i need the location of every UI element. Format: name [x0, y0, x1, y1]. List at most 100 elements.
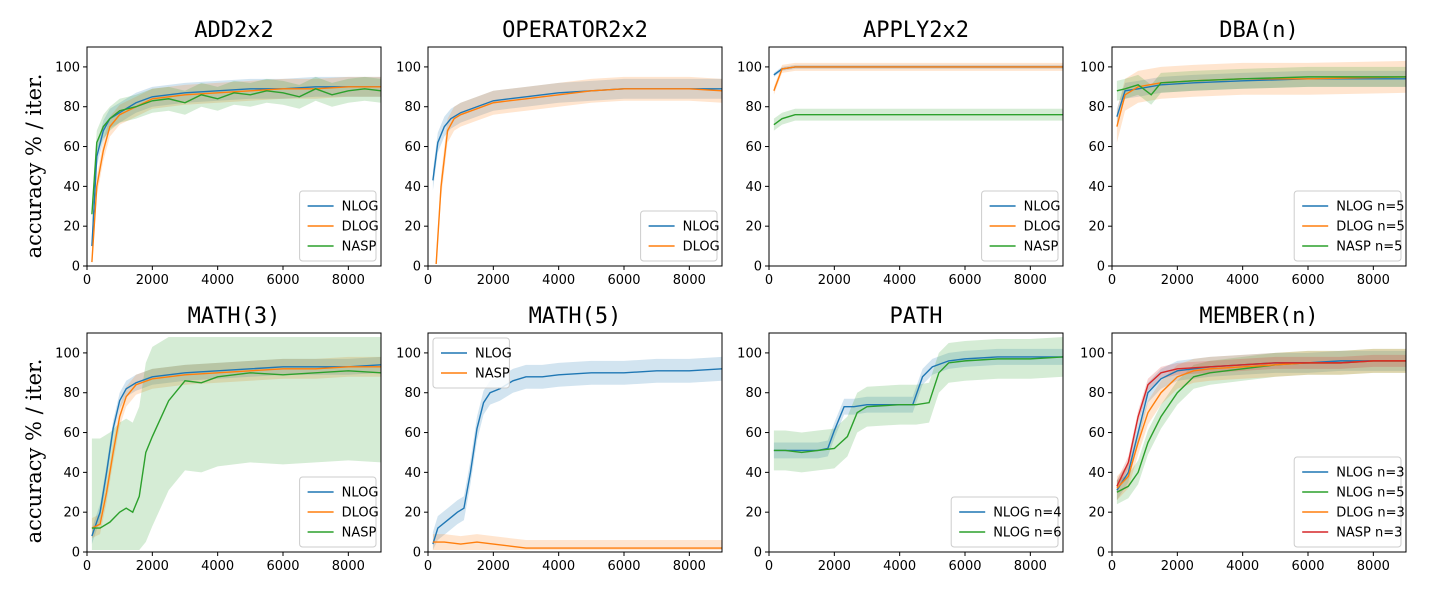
panel-1: ADD2x2 0 2000 4000 6000 8000 0 20 40 60 80 100 NLOG D…	[55, 18, 382, 288]
legend-box	[299, 476, 377, 548]
x-tick-label: 4000	[201, 559, 234, 574]
y-tick-label: 20	[404, 506, 421, 521]
series-band	[432, 78, 722, 191]
y-tick-label: 60	[745, 426, 762, 441]
row2-y-axis-label: accuracy % / iter.	[22, 359, 46, 544]
y-tick-label: 20	[63, 506, 80, 521]
x-tick-label: 0	[424, 273, 432, 288]
y-tick-label: 40	[1088, 180, 1105, 195]
series-line	[1116, 76, 1406, 96]
x-tick-label: 2000	[818, 273, 851, 288]
x-tick-label: 4000	[883, 559, 916, 574]
series-band	[91, 356, 382, 539]
y-tick-label: 40	[404, 180, 421, 195]
y-tick-label: 80	[1088, 386, 1105, 401]
legend-label: NLOG	[342, 486, 379, 501]
y-tick-label: 60	[404, 140, 421, 155]
x-tick-label: 2000	[136, 559, 169, 574]
y-tick-label: 80	[404, 100, 421, 115]
panel-title: APPLY2x2	[863, 18, 969, 43]
legend-label: NLOG	[1024, 200, 1061, 215]
x-tick-label: 8000	[1014, 273, 1047, 288]
y-tick-label: 40	[1088, 466, 1105, 481]
legend-label: NASP	[342, 526, 377, 541]
y-tick-label: 100	[1080, 60, 1105, 75]
series-band	[773, 64, 1063, 77]
y-tick-label: 100	[396, 60, 421, 75]
y-tick-label: 40	[745, 180, 762, 195]
x-tick-label: 8000	[673, 559, 706, 574]
row1-y-axis-label: accuracy % / iter.	[22, 74, 46, 259]
legend-label: NLOG n=4	[993, 506, 1061, 521]
plot-frame	[427, 332, 723, 553]
x-tick-label: 8000	[1357, 273, 1390, 288]
x-tick-label: 2000	[477, 559, 510, 574]
series-line	[435, 88, 723, 265]
legend: NLOG DLOG NASP	[299, 476, 379, 548]
x-tick-label: 4000	[542, 559, 575, 574]
series-line	[773, 66, 1063, 92]
y-tick-label: 20	[63, 220, 80, 235]
x-tick-label: 0	[83, 559, 91, 574]
y-tick-label: 100	[1080, 346, 1105, 361]
x-tick-label: 6000	[948, 559, 981, 574]
y-tick-label: 0	[754, 260, 762, 275]
x-tick-label: 0	[1108, 273, 1116, 288]
x-tick-label: 2000	[136, 273, 169, 288]
series-band	[773, 348, 1063, 459]
series-line	[91, 364, 382, 537]
legend-box	[1293, 456, 1402, 548]
y-tick-label: 20	[404, 220, 421, 235]
y-tick-label: 20	[745, 506, 762, 521]
legend: NLOG NASP	[432, 337, 512, 389]
legend-box	[1293, 190, 1402, 262]
series-line	[773, 113, 1063, 126]
x-tick-label: 8000	[1014, 559, 1047, 574]
y-tick-label: 0	[754, 546, 762, 561]
series-band	[436, 76, 722, 265]
legend-box	[299, 190, 377, 262]
legend-label: NASP n=5	[1336, 240, 1402, 255]
legend-label: DLOG	[342, 220, 379, 235]
plot-frame	[1111, 332, 1407, 553]
y-tick-label: 100	[55, 60, 80, 75]
y-tick-label: 20	[1088, 220, 1105, 235]
x-tick-label: 4000	[1226, 273, 1259, 288]
series-line	[91, 86, 381, 247]
x-tick-label: 6000	[948, 273, 981, 288]
y-tick-label: 60	[63, 140, 80, 155]
plot-frame	[86, 332, 382, 553]
legend-label: NLOG n=5	[1336, 486, 1404, 501]
legend-label: NASP	[342, 240, 377, 255]
x-tick-label: 8000	[332, 273, 365, 288]
y-tick-label: 0	[72, 546, 80, 561]
plot-frame	[86, 46, 382, 267]
x-tick-label: 0	[1108, 559, 1116, 574]
plot-frame	[768, 332, 1064, 553]
y-tick-label: 20	[1088, 506, 1105, 521]
legend-label: NLOG n=6	[993, 526, 1061, 541]
y-tick-label: 20	[745, 220, 762, 235]
x-tick-label: 6000	[1291, 273, 1324, 288]
legend-label: NLOG	[342, 200, 379, 215]
legend: NLOG DLOG NASP	[981, 190, 1061, 262]
x-tick-label: 2000	[1161, 273, 1194, 288]
x-tick-label: 2000	[818, 559, 851, 574]
legend-label: DLOG n=3	[1336, 506, 1405, 521]
y-tick-label: 60	[63, 426, 80, 441]
series-band	[1116, 70, 1406, 125]
y-tick-label: 60	[404, 426, 421, 441]
y-tick-label: 40	[404, 466, 421, 481]
x-tick-label: 8000	[1357, 559, 1390, 574]
x-tick-label: 2000	[1161, 559, 1194, 574]
series-band	[91, 76, 382, 265]
x-tick-label: 6000	[607, 273, 640, 288]
plot-frame	[427, 46, 723, 267]
x-tick-label: 2000	[477, 273, 510, 288]
x-tick-label: 0	[424, 559, 432, 574]
panel-title: ADD2x2	[194, 18, 273, 43]
legend-box	[640, 210, 718, 262]
legend-label: DLOG n=5	[1336, 220, 1405, 235]
panel-title: PATH	[890, 304, 943, 329]
legend: NLOG DLOG	[640, 210, 720, 262]
